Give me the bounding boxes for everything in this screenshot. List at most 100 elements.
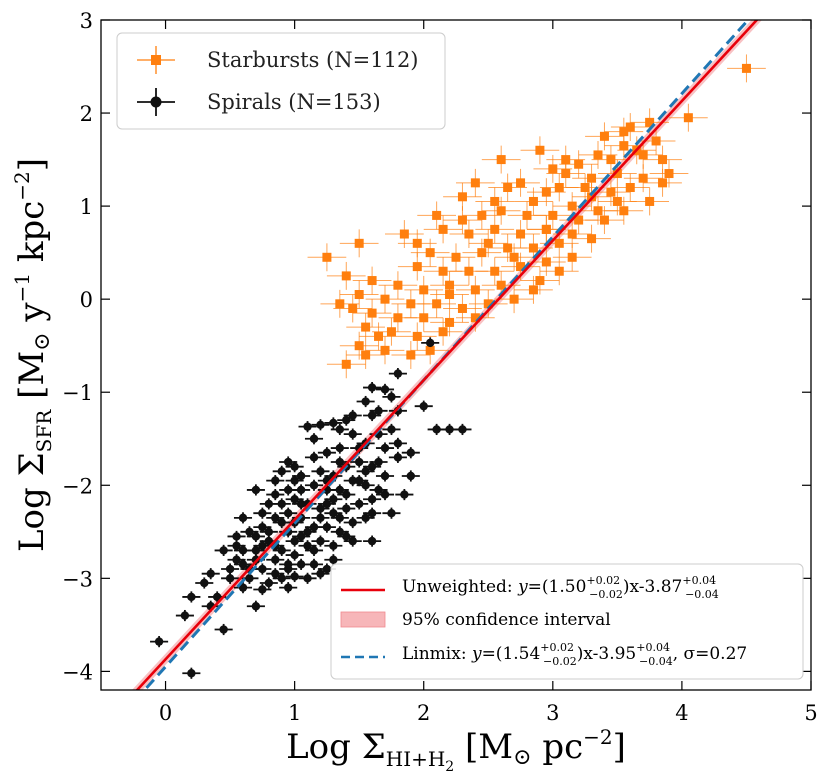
spiral-point <box>154 637 164 646</box>
starburst-point <box>535 145 545 155</box>
x-axis-label: Log ΣHI+H2 [M⊙ pc−2] <box>286 725 626 775</box>
starburst-point <box>574 159 584 169</box>
spiral-point <box>322 564 332 574</box>
starburst-point <box>658 155 668 165</box>
starburst-point <box>554 238 564 248</box>
spiral-point <box>277 574 286 583</box>
spiral-point <box>264 527 274 537</box>
spiral-point <box>361 481 370 490</box>
starburst-point <box>380 294 390 304</box>
spiral-point <box>290 550 299 560</box>
starburst-point <box>348 303 358 313</box>
plot-area <box>131 20 766 690</box>
x-label-unit-mid: pc <box>532 727 584 767</box>
spiral-point <box>258 585 267 594</box>
spiral-point <box>329 555 338 564</box>
spiral-point <box>406 471 416 481</box>
starburst-point <box>619 206 629 216</box>
spiral-point <box>225 564 235 574</box>
spiral-point <box>322 448 332 457</box>
starburst-point <box>574 215 584 225</box>
starburst-point <box>438 266 448 276</box>
starburst-point <box>567 252 577 262</box>
legend-top-box <box>116 32 446 130</box>
x-label-sub: HI+H <box>386 747 446 771</box>
legend-confidence-label: 95% confidence interval <box>402 610 611 630</box>
spiral-point <box>283 560 293 569</box>
starburst-point <box>516 229 526 239</box>
spiral-point <box>238 560 248 569</box>
spiral-point <box>374 406 383 416</box>
starburst-point <box>419 313 429 323</box>
starburst-point <box>367 276 377 286</box>
starburst-point <box>645 196 655 206</box>
y-label-prefix: Log Σ <box>12 452 52 552</box>
spiral-point <box>277 518 286 527</box>
starburst-point <box>425 248 435 258</box>
starburst-point <box>606 187 616 197</box>
legend-confidence-swatch <box>340 611 386 628</box>
spiral-point <box>309 434 319 443</box>
starburst-point <box>645 117 655 127</box>
x-label-sup: −2 <box>583 725 612 749</box>
spiral-point <box>309 522 319 532</box>
starburst-point <box>567 229 577 239</box>
legend-spirals-marker <box>137 88 175 116</box>
spiral-point <box>342 490 351 499</box>
starburst-point <box>741 63 751 73</box>
starburst-point <box>367 308 377 318</box>
spiral-point <box>342 504 351 513</box>
y-label-sup1: −1 <box>10 273 34 302</box>
starburst-point <box>561 169 571 179</box>
starburst-point <box>341 271 351 281</box>
y-label-sun: ⊙ <box>30 332 55 350</box>
spiral-point <box>296 532 306 541</box>
spiral-point <box>283 485 293 495</box>
starburst-point <box>457 303 467 313</box>
starburst-point <box>496 155 506 165</box>
x-label-unit-open: [M <box>454 727 513 767</box>
spiral-point <box>335 425 345 434</box>
starburst-point <box>612 169 622 179</box>
spiral-point <box>361 513 370 523</box>
spiral-point <box>290 572 299 581</box>
spiral-point <box>283 508 293 518</box>
spiral-point <box>380 443 390 453</box>
starburst-point <box>335 299 345 309</box>
spiral-point <box>187 592 196 602</box>
spiral-point <box>393 369 403 378</box>
starburst-point <box>386 327 396 337</box>
spiral-point <box>316 467 325 476</box>
spiral-point <box>232 555 241 564</box>
spiral-point <box>329 508 338 518</box>
spiral-point <box>309 546 319 555</box>
starburst-point <box>399 229 409 239</box>
x-label-prefix: Log Σ <box>286 727 386 767</box>
starburst-point <box>528 285 538 295</box>
spiral-point <box>232 532 241 541</box>
x-tick-label: 4 <box>675 701 688 725</box>
spiral-point <box>316 536 325 546</box>
spiral-point <box>206 569 215 578</box>
spiral-point <box>380 471 390 481</box>
spiral-point <box>251 532 261 541</box>
legend-linmix-label: Linmix: y=(1.54+0.02 −0.02)x-3.95+0.04 −0.… <box>402 641 747 668</box>
starburst-point <box>483 238 493 248</box>
spiral-point <box>303 574 312 583</box>
spiral-point <box>335 527 345 537</box>
starburst-point <box>432 299 442 309</box>
starburst-point <box>509 252 519 262</box>
spiral-point <box>258 508 267 518</box>
spiral-point <box>238 583 248 592</box>
y-tick-label: −4 <box>62 660 93 684</box>
starburst-point <box>522 210 532 220</box>
starburst-point <box>470 313 480 323</box>
spiral-point <box>335 443 345 453</box>
starburst-point <box>638 173 648 183</box>
starburst-point <box>606 155 616 165</box>
starburst-point <box>503 243 513 253</box>
spiral-point <box>219 625 228 634</box>
starburst-point <box>509 294 519 304</box>
starburst-point <box>496 280 506 290</box>
x-tick-label: 5 <box>804 701 817 725</box>
